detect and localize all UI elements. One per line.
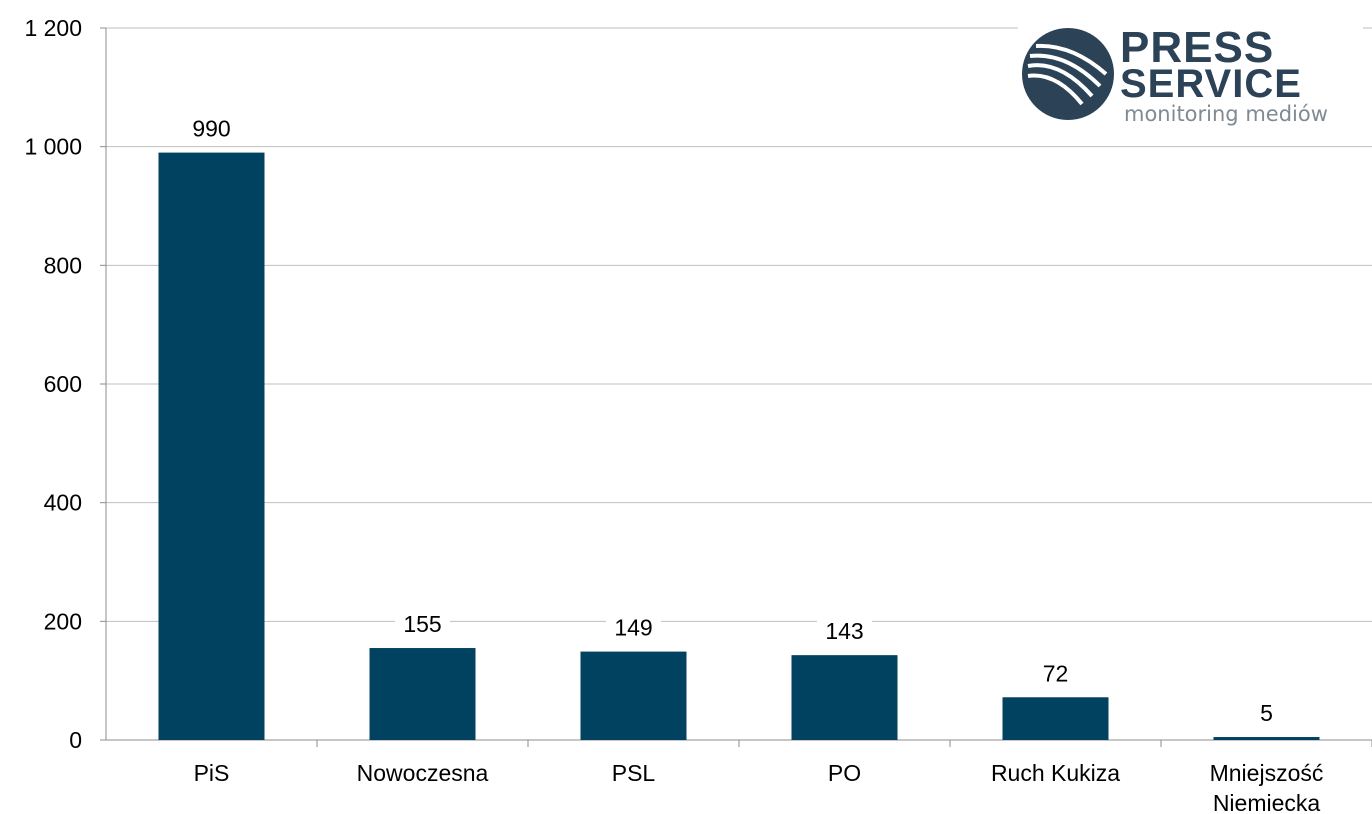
data-label-bg <box>395 610 450 639</box>
y-tick-label: 400 <box>44 490 82 516</box>
data-label: 72 <box>1043 660 1069 686</box>
x-tick-label-line: Niemiecka <box>1213 790 1321 814</box>
data-label: 5 <box>1260 700 1273 726</box>
bar <box>791 655 898 740</box>
x-tick-label: Nowoczesna <box>357 760 489 786</box>
logo-text-service: SERVICE <box>1120 62 1302 106</box>
data-label-bg <box>184 114 239 143</box>
x-tick-label-line: PO <box>828 760 861 786</box>
data-label-bg <box>1034 659 1077 688</box>
x-tick-label-line: Ruch Kukiza <box>991 760 1120 786</box>
y-tick-label: 1 200 <box>24 15 82 41</box>
bar <box>158 152 265 741</box>
y-tick-label: 1 000 <box>24 134 82 160</box>
x-tick-label: PSL <box>612 760 656 786</box>
logo-mark-icon <box>1022 28 1114 120</box>
x-tick-label: Ruch Kukiza <box>991 760 1120 786</box>
logo-tagline: monitoring mediów <box>1124 102 1328 126</box>
x-tick-label: PiS <box>194 760 230 786</box>
x-tick-label: Mniejszość Niemiecka <box>1210 760 1324 814</box>
data-label-bg <box>606 613 661 642</box>
data-label: 149 <box>614 615 652 641</box>
bar <box>580 651 687 740</box>
bar <box>1002 697 1109 740</box>
logo-text-press: PRESS <box>1120 23 1275 72</box>
data-label-bg <box>1252 699 1281 728</box>
x-tick-label-line: PiS <box>194 760 230 786</box>
data-label: 155 <box>403 611 441 637</box>
press-service-logo: PRESS SERVICE monitoring mediów <box>1018 18 1363 140</box>
x-tick-label-line: PSL <box>612 760 656 786</box>
x-tick-label: PO <box>828 760 861 786</box>
data-label-bg <box>817 617 872 646</box>
bar <box>1213 737 1320 740</box>
y-tick-label: 800 <box>44 252 82 278</box>
data-label: 990 <box>192 116 230 142</box>
bar <box>369 648 476 740</box>
y-tick-label: 0 <box>69 727 82 753</box>
y-tick-label: 200 <box>44 608 82 634</box>
x-tick-label-line: Nowoczesna <box>357 760 489 786</box>
data-label: 143 <box>825 618 863 644</box>
y-tick-label: 600 <box>44 371 82 397</box>
x-tick-label-line: Mniejszość <box>1210 760 1324 786</box>
